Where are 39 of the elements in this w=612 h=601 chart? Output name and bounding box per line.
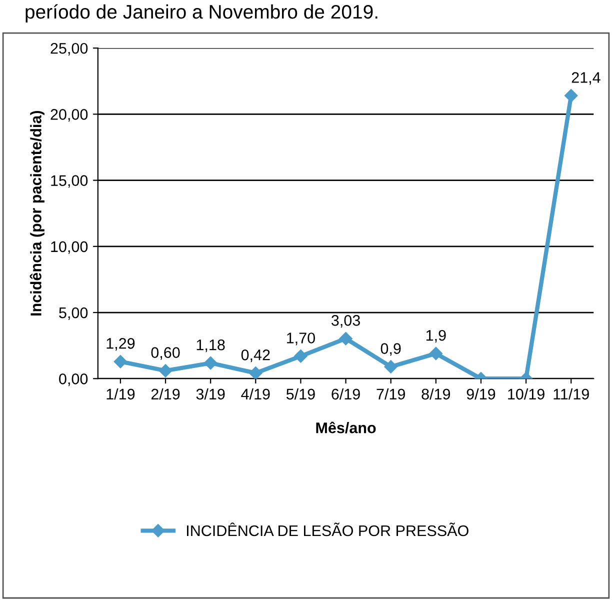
x-tick-label: 4/19 (241, 388, 270, 400)
data-label: 1,70 (287, 332, 315, 346)
y-tick-label: 10,00 (51, 241, 88, 254)
point (249, 366, 262, 379)
data-label: 3,03 (331, 315, 360, 328)
point (564, 89, 578, 102)
point (204, 356, 218, 370)
x-tick-label: 11/19 (554, 388, 589, 400)
data-label: 1,29 (106, 338, 135, 351)
x-tick-label: 3/19 (196, 388, 225, 400)
data-label: 1,18 (196, 339, 225, 352)
data-label: 21,4 (572, 72, 600, 85)
x-tick-label: 6/19 (332, 388, 360, 400)
point (429, 346, 442, 360)
y-tick-label: 0,00 (59, 374, 88, 386)
x-tick-label: 2/19 (151, 388, 180, 400)
point (339, 332, 352, 346)
x-tick-label: 10/19 (508, 388, 544, 400)
x-tick-label: 7/19 (376, 388, 405, 400)
data-label: 1,9 (426, 330, 446, 343)
data-label: 0,9 (380, 343, 401, 356)
point (384, 360, 398, 374)
chart-title: período de Janeiro a Novembro de 2019. (26, 4, 378, 23)
data-label: 0,60 (151, 347, 180, 360)
data-label: 0,42 (241, 350, 270, 362)
y-tick-label: 15,00 (51, 175, 88, 188)
x-tick-label: 5/19 (286, 388, 315, 400)
legend-label: INCIDÊNCIA DE LESÃO POR PRESSÃO (187, 522, 468, 536)
x-tick-label: 9/19 (466, 388, 496, 400)
x-axis-title: Mês/ano (316, 422, 376, 434)
point (158, 364, 172, 378)
y-tick-label: 5,00 (59, 307, 88, 320)
point (114, 354, 128, 368)
point (294, 350, 308, 363)
x-tick-label: 1/19 (106, 388, 135, 400)
x-tick-label: 8/19 (422, 388, 450, 400)
y-tick-label: 20,00 (50, 109, 88, 122)
y-tick-label: 25,00 (50, 42, 88, 56)
y-axis-title: Incidência (por paciente/dia) (30, 110, 44, 316)
